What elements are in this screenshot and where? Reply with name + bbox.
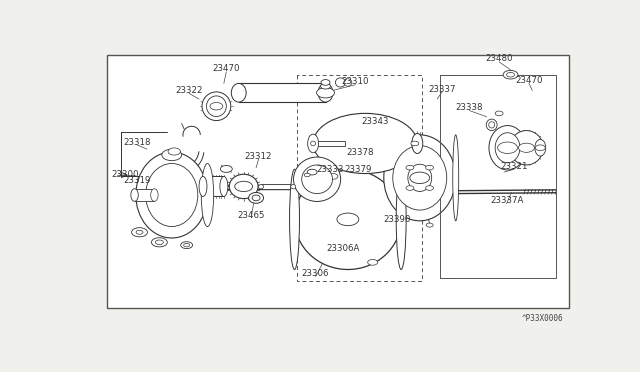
Text: 23470: 23470: [212, 64, 240, 74]
Text: 23480: 23480: [485, 54, 513, 64]
Circle shape: [321, 83, 330, 89]
Ellipse shape: [248, 192, 264, 203]
Circle shape: [518, 143, 534, 153]
Circle shape: [368, 260, 378, 265]
Ellipse shape: [408, 164, 431, 192]
Circle shape: [426, 165, 433, 170]
Circle shape: [210, 103, 223, 110]
Circle shape: [184, 243, 189, 247]
Ellipse shape: [344, 79, 352, 86]
Text: 23470: 23470: [515, 76, 543, 85]
Ellipse shape: [289, 169, 300, 269]
Ellipse shape: [146, 164, 198, 227]
Ellipse shape: [335, 78, 346, 87]
Text: 23322: 23322: [175, 86, 203, 95]
Circle shape: [411, 141, 419, 146]
Circle shape: [535, 145, 545, 151]
Ellipse shape: [321, 80, 330, 85]
Bar: [108, 55, 568, 308]
Circle shape: [317, 88, 335, 98]
Circle shape: [498, 142, 518, 154]
Ellipse shape: [486, 119, 497, 131]
Text: ^P33X0006: ^P33X0006: [522, 314, 564, 323]
Ellipse shape: [310, 141, 316, 146]
Ellipse shape: [396, 169, 406, 269]
Ellipse shape: [489, 122, 495, 128]
Ellipse shape: [294, 157, 340, 202]
Circle shape: [337, 213, 359, 226]
Text: 23300: 23300: [111, 170, 139, 179]
Circle shape: [235, 181, 253, 192]
Circle shape: [156, 240, 163, 244]
Ellipse shape: [150, 189, 158, 201]
Ellipse shape: [452, 135, 459, 221]
Circle shape: [410, 172, 429, 183]
Text: 23337A: 23337A: [490, 196, 524, 205]
Ellipse shape: [509, 131, 543, 165]
Ellipse shape: [207, 96, 227, 116]
Text: 23338: 23338: [456, 103, 483, 112]
Ellipse shape: [535, 140, 546, 156]
Ellipse shape: [201, 164, 214, 227]
Ellipse shape: [384, 135, 456, 221]
Circle shape: [304, 173, 310, 177]
Text: 23306: 23306: [302, 269, 330, 278]
Circle shape: [136, 230, 143, 234]
Circle shape: [132, 228, 147, 237]
Ellipse shape: [308, 134, 319, 153]
Ellipse shape: [412, 134, 423, 154]
Bar: [261, 185, 293, 189]
Circle shape: [307, 169, 317, 175]
Ellipse shape: [252, 195, 260, 201]
Circle shape: [152, 238, 167, 247]
Bar: [239, 83, 326, 102]
Circle shape: [406, 186, 414, 190]
Ellipse shape: [136, 152, 208, 238]
Circle shape: [426, 186, 433, 190]
Text: 23318: 23318: [124, 138, 151, 147]
Circle shape: [503, 70, 518, 79]
Ellipse shape: [301, 165, 332, 193]
Ellipse shape: [231, 83, 246, 102]
Ellipse shape: [199, 176, 207, 196]
Text: 23379: 23379: [344, 165, 371, 174]
Ellipse shape: [489, 126, 526, 170]
Ellipse shape: [162, 149, 182, 161]
Text: 23319: 23319: [124, 176, 151, 185]
Circle shape: [495, 111, 503, 116]
Bar: [203, 176, 224, 196]
Ellipse shape: [202, 92, 231, 121]
Text: 23321: 23321: [500, 162, 528, 171]
Text: 23465: 23465: [237, 211, 265, 219]
Text: 23343: 23343: [362, 118, 389, 126]
Ellipse shape: [291, 185, 296, 189]
Ellipse shape: [294, 169, 401, 269]
Bar: [313, 141, 346, 146]
Bar: [134, 189, 154, 201]
Ellipse shape: [393, 145, 447, 210]
Ellipse shape: [220, 176, 228, 196]
Text: 23378: 23378: [346, 148, 374, 157]
Text: 23337: 23337: [428, 84, 456, 93]
Ellipse shape: [495, 133, 520, 163]
Text: 23306A: 23306A: [326, 244, 360, 253]
Circle shape: [406, 165, 414, 170]
Ellipse shape: [131, 189, 138, 201]
Text: 23333: 23333: [317, 165, 344, 174]
Ellipse shape: [168, 148, 180, 155]
Ellipse shape: [318, 83, 333, 102]
Text: 23312: 23312: [245, 152, 272, 161]
Ellipse shape: [229, 174, 258, 199]
Ellipse shape: [313, 113, 417, 173]
Text: 23310: 23310: [342, 77, 369, 86]
Ellipse shape: [259, 185, 264, 189]
Text: 23390: 23390: [384, 215, 411, 224]
Circle shape: [180, 242, 193, 248]
Circle shape: [426, 223, 433, 227]
Circle shape: [328, 173, 338, 179]
Circle shape: [220, 166, 232, 172]
Circle shape: [507, 73, 515, 77]
